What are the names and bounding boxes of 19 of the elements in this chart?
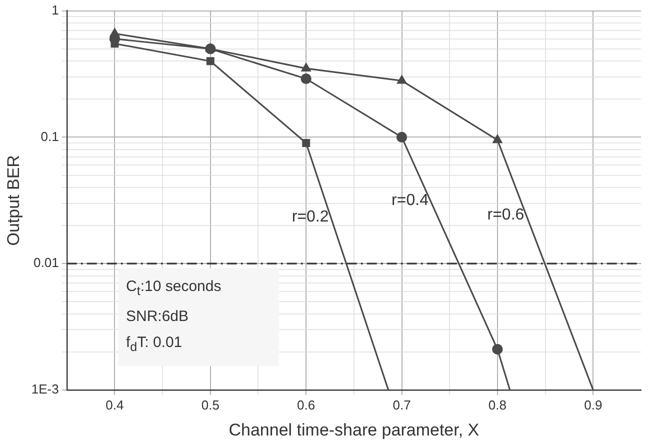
- annotation: C$_{t}$:10 seconds: [126, 277, 222, 300]
- x-axis-title: Channel time-share parameter, X: [228, 420, 480, 440]
- x-tick-label: 0.7: [392, 397, 411, 412]
- series-label: r=0.2: [292, 208, 329, 226]
- x-tick-label: 0.4: [106, 397, 124, 412]
- annotation: SNR:6dB: [126, 307, 190, 327]
- y-axis-title: Output BER: [4, 155, 23, 246]
- y-tick-label: 1: [52, 2, 59, 18]
- y-tick-label: 1E-3: [31, 382, 59, 397]
- y-tick-label: 0.01: [34, 255, 59, 270]
- series-label: r=0.4: [392, 192, 429, 210]
- x-tick-label: 0.8: [488, 397, 507, 412]
- text-box: C$_{t}$:10 seconds SNR:6dB f$_{d}$T: 0.01: [118, 268, 279, 366]
- x-tick-label: 0.5: [201, 397, 220, 412]
- y-tick-label: 0.1: [40, 128, 59, 144]
- x-tick-label: 0.9: [584, 397, 602, 412]
- series-label: r=0.6: [487, 206, 524, 224]
- annotation: f$_{d}$T: 0.01: [126, 333, 184, 356]
- x-tick-label: 0.6: [297, 397, 316, 412]
